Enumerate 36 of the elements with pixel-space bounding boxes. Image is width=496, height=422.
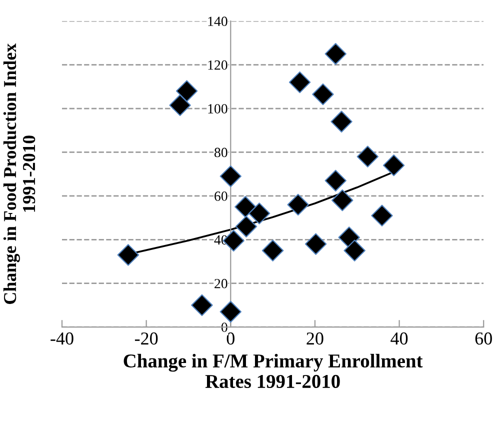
x-tick-label: 20	[306, 332, 324, 345]
point	[324, 170, 346, 192]
x-tick-label: -40	[50, 332, 74, 345]
point	[262, 240, 284, 262]
point	[312, 83, 334, 106]
point	[304, 233, 327, 255]
y-tick-label: 20	[214, 278, 228, 288]
point	[248, 202, 270, 224]
point	[330, 110, 352, 132]
point	[235, 216, 258, 238]
point	[356, 146, 379, 168]
point	[287, 194, 309, 216]
y-tick-label: 80	[214, 148, 228, 158]
point	[371, 204, 393, 226]
point	[169, 94, 191, 116]
y-tick-label: 140	[208, 16, 228, 26]
point	[176, 80, 198, 102]
x-tick-label: 60	[475, 332, 492, 345]
point	[117, 244, 140, 266]
point	[234, 196, 256, 218]
point	[220, 300, 242, 323]
point	[191, 294, 213, 316]
x-axis-title: Change in F/M Primary Enrollment Rates 1991-2010	[124, 354, 423, 388]
point	[324, 43, 346, 65]
point	[338, 226, 360, 248]
y-tick-label: 60	[214, 192, 228, 201]
x-tick-label: -20	[134, 332, 158, 345]
y-tick-label: 100	[208, 104, 228, 114]
y-axis-title: Change in Food Production Index 1991-2010	[3, 43, 36, 304]
point	[332, 189, 354, 212]
point	[382, 154, 405, 176]
y-tick-label: 120	[208, 60, 228, 70]
x-tick-label: 40	[390, 332, 408, 345]
point	[220, 165, 242, 188]
point	[288, 71, 311, 94]
point	[344, 240, 366, 262]
